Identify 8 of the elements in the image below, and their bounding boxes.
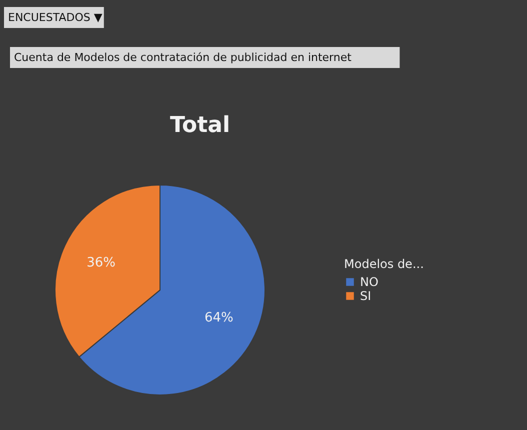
- legend-title: Modelos de...: [344, 257, 424, 271]
- data-label: 36%: [86, 255, 116, 270]
- legend-label: SI: [360, 289, 372, 303]
- text: Cuenta de Modelos de contratación de publicidad en internet: [14, 51, 352, 64]
- legend-label: NO: [360, 275, 378, 289]
- data-label: 64%: [204, 310, 234, 326]
- text: ENCUESTADOS ▼: [8, 11, 103, 24]
- chart-title: Total: [170, 113, 230, 138]
